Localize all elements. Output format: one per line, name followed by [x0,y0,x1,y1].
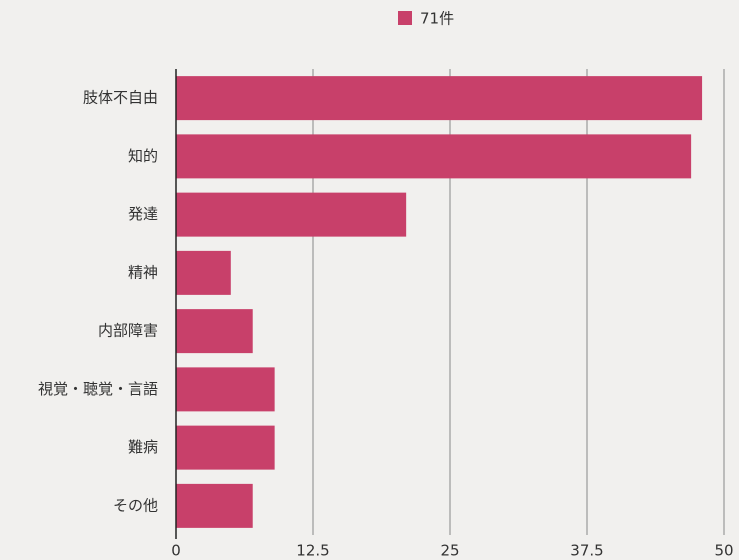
y-tick-label: 内部障害 [98,322,158,340]
bar [176,250,231,295]
bar [176,483,253,528]
y-tick-label: 肢体不自由 [83,89,158,107]
x-tick-label: 25 [440,542,459,560]
bar [176,192,407,237]
y-tick-label: 知的 [128,147,158,165]
y-tick-label: 発達 [128,205,158,223]
bar [176,309,253,354]
y-tick-label: 精神 [128,263,158,281]
legend-swatch [398,11,412,25]
x-tick-label: 50 [714,542,733,560]
x-tick-label: 0 [171,542,181,560]
y-tick-label: その他 [113,496,158,514]
y-tick-label: 視覚・聴覚・言語 [38,380,158,398]
bar [176,76,703,121]
legend-label: 71件 [420,10,454,28]
bar [176,134,692,179]
bar [176,425,275,470]
y-tick-label: 難病 [128,438,158,456]
bar [176,367,275,412]
x-tick-label: 12.5 [296,542,329,560]
x-tick-label: 37.5 [570,542,603,560]
